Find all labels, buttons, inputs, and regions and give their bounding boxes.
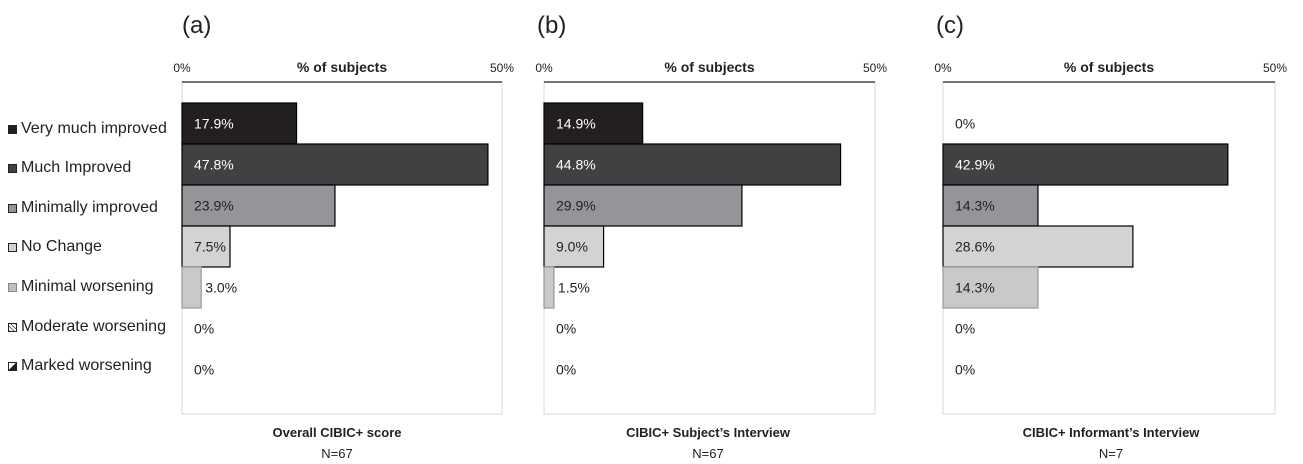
legend-label: Minimally improved: [21, 199, 158, 216]
bar: [543, 225, 605, 268]
chart-panel-c: (c) 0% 50% % of subjects 0% 42.9% 14.3% 28.6% 14…: [934, 12, 1287, 461]
panel-label: (c): [936, 12, 964, 39]
legend-item-moderate-worsening: Moderate worsening: [8, 317, 166, 337]
data-label: 0%: [955, 116, 975, 132]
data-label: 0%: [556, 321, 576, 337]
data-label: 9.0%: [556, 239, 588, 255]
panel-label: (b): [537, 12, 566, 39]
axis-title: % of subjects: [297, 59, 387, 75]
bar: [181, 266, 202, 309]
legend-swatch: [8, 163, 17, 173]
legend-label: Much Improved: [21, 159, 132, 176]
chart-title: CIBIC+ Subject’s Interview: [626, 425, 791, 440]
tick-label-0: 0%: [173, 61, 191, 75]
legend-label: Moderate worsening: [21, 318, 166, 335]
data-label: 23.9%: [194, 198, 234, 214]
legend-swatch: [8, 282, 17, 292]
data-label: 14.3%: [955, 280, 995, 296]
legend-swatch: [8, 203, 17, 213]
bar: [942, 266, 1039, 309]
data-label: 0%: [556, 362, 576, 378]
tick-label-50: 50%: [490, 61, 514, 75]
legend-item-minimal-worsening: Minimal worsening: [8, 277, 154, 297]
data-label: 0%: [194, 362, 214, 378]
tick-label-0: 0%: [535, 61, 553, 75]
data-label: 17.9%: [194, 116, 234, 132]
bar: [942, 184, 1039, 227]
legend-item-no-change: No Change: [8, 237, 102, 257]
data-label: 44.8%: [556, 157, 596, 173]
n-label: N=67: [692, 446, 723, 461]
data-label: 28.6%: [955, 239, 995, 255]
legend-item-marked-worsening: Marked worsening: [8, 356, 152, 376]
data-label: 7.5%: [194, 239, 226, 255]
data-label: 0%: [955, 321, 975, 337]
chart-title: Overall CIBIC+ score: [273, 425, 402, 440]
axis-title: % of subjects: [1064, 59, 1154, 75]
tick-label-50: 50%: [1263, 61, 1287, 75]
legend-label: Marked worsening: [21, 357, 152, 374]
bar: [181, 225, 231, 268]
data-label: 3.0%: [205, 280, 237, 296]
tick-label-0: 0%: [934, 61, 952, 75]
n-label: N=67: [321, 446, 352, 461]
legend-swatch: [8, 124, 17, 134]
bar: [543, 266, 555, 309]
data-label: 29.9%: [556, 198, 596, 214]
legend-label: Very much improved: [21, 120, 167, 137]
bar: [942, 143, 1229, 186]
bar: [181, 184, 336, 227]
panel-label: (a): [182, 12, 211, 39]
legend-item-very-much-improved: Very much improved: [8, 119, 167, 139]
chart-title: CIBIC+ Informant’s Interview: [1023, 425, 1201, 440]
data-label: 47.8%: [194, 157, 234, 173]
bar: [543, 184, 743, 227]
legend-item-much-improved: Much Improved: [8, 158, 131, 178]
legend-swatch: [8, 242, 17, 252]
bar: [942, 225, 1134, 268]
legend-swatch: [8, 322, 17, 332]
chart-panel-b: (b) 0% 50% % of subjects 14.9% 44.8% 29.9% 9.0%…: [535, 12, 887, 461]
n-label: N=7: [1099, 446, 1123, 461]
bar: [543, 102, 644, 145]
legend-swatch: [8, 361, 17, 371]
bar: [543, 143, 842, 186]
data-label: 1.5%: [558, 280, 590, 296]
legend-label: No Change: [21, 238, 102, 255]
data-label: 0%: [194, 321, 214, 337]
legend-item-minimally-improved: Minimally improved: [8, 198, 158, 218]
bar: [181, 143, 489, 186]
data-label: 0%: [955, 362, 975, 378]
data-label: 14.3%: [955, 198, 995, 214]
legend-label: Minimal worsening: [21, 278, 154, 295]
axis-title: % of subjects: [664, 59, 754, 75]
data-label: 14.9%: [556, 116, 596, 132]
tick-label-50: 50%: [863, 61, 887, 75]
chart-panel-a: (a) 0% 50% % of subjects 17.9% 47.8% 23.9% 7.5%…: [173, 12, 514, 461]
data-label: 42.9%: [955, 157, 995, 173]
legend: Very much improved Much Improved Minimal…: [8, 0, 183, 464]
